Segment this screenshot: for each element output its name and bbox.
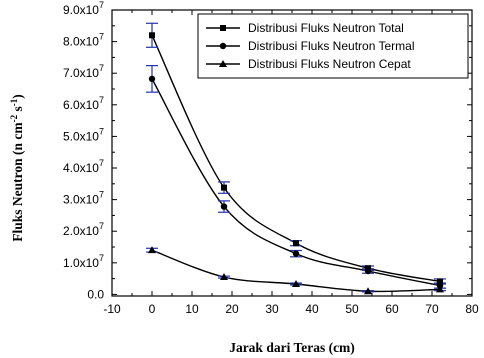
y-axis-label-exp2: -1: [9, 98, 19, 106]
data-point-triangle: [364, 287, 372, 295]
y-tick-exponent: 7: [99, 190, 104, 200]
legend: Distribusi Fluks Neutron Total Distribusi…: [197, 13, 469, 79]
legend-item: Distribusi Fluks Neutron Cepat: [206, 57, 411, 71]
legend-label: Distribusi Fluks Neutron Cepat: [248, 57, 411, 71]
x-tick-label: 40: [305, 302, 319, 316]
y-tick-label: 4.0x107: [63, 158, 104, 175]
y-tick-mantissa: 0.0: [87, 287, 104, 301]
y-tick-mantissa: 3.0x10: [63, 193, 99, 207]
x-tick-label: 30: [265, 302, 279, 316]
y-tick-mantissa: 8.0x10: [63, 35, 99, 49]
x-tick-label: 50: [345, 302, 359, 316]
data-point-triangle: [292, 279, 300, 287]
y-tick-label: 3.0x107: [63, 190, 104, 207]
y-tick-mantissa: 2.0x10: [63, 224, 99, 238]
data-point-square: [221, 184, 227, 191]
data-markers: [148, 32, 444, 295]
data-point-triangle: [220, 273, 228, 281]
data-point-square: [149, 32, 155, 39]
y-tick-mantissa: 6.0x10: [63, 98, 99, 112]
legend-item: Distribusi Fluks Neutron Total: [206, 21, 404, 35]
y-tick-label: 2.0x107: [63, 221, 104, 238]
series-line-2: [151, 78, 441, 287]
x-tick-label: 80: [465, 302, 479, 316]
x-axis-ticks: -10 0 10 20 30 40 50 60 70 80: [103, 10, 479, 316]
data-point-square: [293, 240, 299, 247]
y-tick-exponent: 7: [99, 63, 104, 73]
data-point-square: [437, 278, 443, 285]
legend-marker-square: [220, 25, 226, 31]
legend-marker-circle: [219, 42, 227, 50]
y-tick-mantissa: 5.0x10: [63, 129, 99, 143]
y-tick-label: 6.0x107: [63, 95, 104, 112]
x-tick-label: 20: [225, 302, 239, 316]
series-line-1: [151, 34, 441, 283]
y-tick-exponent: 7: [99, 221, 104, 231]
x-tick-label: -10: [103, 302, 121, 316]
legend-label: Distribusi Fluks Neutron Termal: [248, 39, 415, 53]
y-tick-exponent: 7: [99, 32, 104, 42]
y-tick-exponent: 7: [99, 158, 104, 168]
y-tick-mantissa: 9.0x10: [63, 3, 99, 17]
y-tick-exponent: 7: [99, 253, 104, 263]
legend-label: Distribusi Fluks Neutron Total: [248, 21, 404, 35]
y-tick-mantissa: 4.0x10: [63, 161, 99, 175]
legend-box: [197, 13, 469, 79]
y-axis-ticks: 0.01.0x1072.0x1073.0x1074.0x1075.0x1076.…: [63, 0, 472, 301]
x-tick-label: 60: [385, 302, 399, 316]
legend-marker-triangle: [219, 60, 227, 67]
y-tick-label: 1.0x107: [63, 253, 104, 270]
y-tick-label: 5.0x107: [63, 126, 104, 143]
y-axis-label-main: Fluks Neutron (n cm: [10, 122, 25, 242]
y-tick-label: 9.0x107: [63, 0, 104, 17]
data-point-triangle: [436, 285, 444, 293]
data-point-circle: [148, 75, 156, 83]
y-axis-label-close: ): [10, 94, 25, 99]
y-tick-label: 7.0x107: [63, 63, 104, 80]
y-tick-exponent: 7: [99, 95, 104, 105]
y-tick-label: 0.0: [87, 287, 104, 301]
y-tick-exponent: 7: [99, 0, 104, 10]
data-point-circle: [220, 203, 228, 210]
y-tick-exponent: 7: [99, 126, 104, 136]
x-tick-label: 70: [425, 302, 439, 316]
x-tick-label: 0: [149, 302, 156, 316]
y-axis-label-mid: s: [10, 106, 25, 115]
data-point-triangle: [148, 246, 156, 254]
data-point-circle: [292, 250, 300, 257]
data-point-circle: [364, 267, 372, 275]
y-tick-mantissa: 7.0x10: [63, 66, 99, 80]
y-tick-mantissa: 1.0x10: [63, 256, 99, 270]
x-axis-label: Jarak dari Teras (cm): [229, 340, 355, 355]
y-axis-label-exp1: -2: [9, 114, 19, 122]
x-tick-label: 10: [185, 302, 199, 316]
y-tick-label: 8.0x107: [63, 32, 104, 49]
y-axis-label: Fluks Neutron (n cm-2 s-1): [9, 94, 25, 242]
legend-item: Distribusi Fluks Neutron Termal: [206, 39, 415, 53]
